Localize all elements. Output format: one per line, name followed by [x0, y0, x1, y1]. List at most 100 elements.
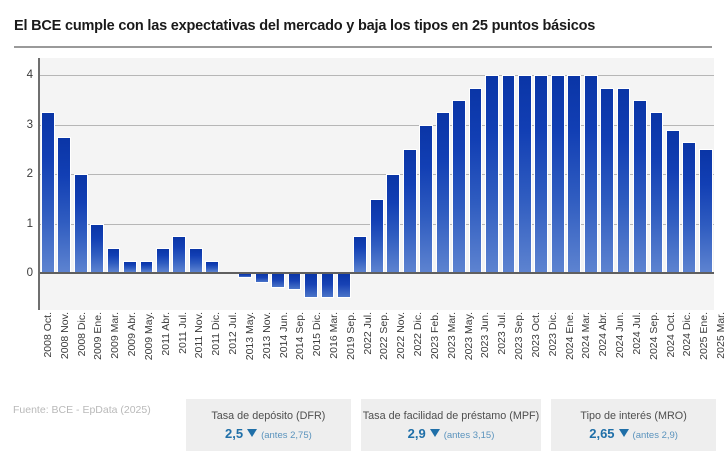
bar[interactable]: [369, 198, 384, 273]
x-axis-label-text: 2023 Mar.: [445, 312, 458, 359]
x-axis-label: 2013 May.: [241, 312, 258, 392]
rate-card-value: 2,5: [225, 425, 244, 441]
rate-card-previous: (antes 2,9): [632, 429, 678, 441]
rate-card-main-refinancing-rate: Tipo de interés (MRO) 2,65 (antes 2,9): [551, 399, 716, 451]
x-axis-label-text: 2014 Jun.: [277, 312, 290, 359]
bar[interactable]: [616, 87, 631, 273]
x-axis-label: 2019 Sep.: [342, 312, 359, 392]
x-axis-label-text: 2022 Nov.: [395, 312, 408, 360]
bar[interactable]: [40, 112, 55, 273]
x-axis-label: 2011 Nov.: [191, 312, 208, 392]
x-axis-label: 2014 Jun.: [275, 312, 292, 392]
bar[interactable]: [468, 87, 483, 273]
source-note: Fuente: BCE - EpData (2025): [13, 404, 151, 416]
bar[interactable]: [73, 174, 88, 273]
x-axis-label: 2023 Feb.: [427, 312, 444, 392]
bar[interactable]: [287, 272, 302, 291]
bar[interactable]: [155, 248, 170, 273]
x-axis-label: 2016 Mar.: [326, 312, 343, 392]
bar[interactable]: [106, 248, 121, 273]
bar[interactable]: [501, 75, 516, 273]
x-axis-labels: 2008 Oct. 2008 Nov. 2008 Dic. 2009 Ene. 2009…: [40, 312, 726, 392]
bar[interactable]: [485, 75, 499, 273]
bar[interactable]: [534, 75, 549, 273]
y-axis: 0 1 2 3 4: [12, 58, 38, 310]
x-axis-label-text: 2023 Sep.: [512, 312, 525, 360]
x-axis-label-text: 2024 Abr.: [596, 312, 609, 357]
x-axis-label: 2008 Nov.: [56, 312, 73, 392]
x-axis-label: 2011 Jul.: [174, 312, 191, 392]
bar[interactable]: [304, 272, 318, 298]
bar[interactable]: [567, 75, 582, 273]
bar[interactable]: [320, 272, 335, 298]
bar[interactable]: [666, 129, 680, 273]
arrow-down-icon: [429, 428, 440, 437]
x-axis-label-text: 2008 Nov.: [58, 312, 71, 360]
rate-card-deposit-rate: Tasa de depósito (DFR) 2,5 (antes 2,75): [186, 399, 351, 451]
title-divider: [14, 46, 712, 48]
bar[interactable]: [402, 149, 417, 273]
x-axis-label: 2024 Jul.: [628, 312, 645, 392]
x-axis-label-text: 2025 Mar.: [714, 312, 726, 359]
rate-card-title: Tasa de depósito (DFR): [211, 409, 326, 422]
bar[interactable]: [435, 112, 450, 273]
x-axis-label: 2015 Dic.: [309, 312, 326, 392]
x-axis-label-text: 2023 Jun.: [479, 312, 492, 359]
x-axis-label-text: 2025 Ene.: [697, 312, 710, 360]
arrow-down-icon: [618, 428, 629, 437]
bar[interactable]: [452, 100, 466, 273]
bar[interactable]: [90, 223, 104, 273]
x-axis-label: 2024 Mar.: [578, 312, 595, 392]
bar[interactable]: [271, 272, 285, 288]
x-axis-label: 2025 Mar.: [713, 312, 726, 392]
x-axis-label: 2024 Abr.: [595, 312, 612, 392]
x-axis-label: 2014 Sep.: [292, 312, 309, 392]
x-axis-label-text: 2009 Mar.: [108, 312, 121, 359]
x-axis-label: 2009 Abr.: [124, 312, 141, 392]
bar[interactable]: [172, 235, 187, 273]
x-axis-label-text: 2024 Ene.: [563, 312, 576, 360]
x-axis-label-text: 2024 Jun.: [613, 312, 626, 359]
bar[interactable]: [353, 235, 368, 273]
x-axis-label: 2024 Jun.: [612, 312, 629, 392]
rate-card-value: 2,9: [407, 425, 426, 441]
bar[interactable]: [682, 142, 697, 273]
x-axis-label-text: 2016 Mar.: [327, 312, 340, 359]
bar[interactable]: [550, 75, 565, 273]
chart-plot-area: 0 1 2 3 4: [12, 58, 714, 310]
x-axis-label-text: 2022 Jul.: [361, 312, 374, 355]
bar[interactable]: [419, 124, 434, 273]
x-axis-label: 2013 Nov.: [258, 312, 275, 392]
rate-card-row: 2,9 (antes 3,15): [408, 426, 495, 441]
x-axis-label-text: 2024 Sep.: [647, 312, 660, 360]
bar[interactable]: [649, 112, 664, 273]
x-axis-label-text: 2008 Dic.: [75, 312, 88, 357]
x-axis-label: 2009 May.: [140, 312, 157, 392]
bar[interactable]: [188, 248, 203, 273]
bar[interactable]: [386, 174, 401, 273]
bar[interactable]: [633, 100, 647, 273]
bar-series: [40, 58, 715, 310]
bar[interactable]: [517, 75, 532, 273]
plot-canvas: [39, 58, 715, 310]
x-axis-label-text: 2011 Abr.: [159, 312, 172, 356]
bar[interactable]: [254, 272, 269, 283]
x-axis-label: 2023 Mar.: [443, 312, 460, 392]
page-title-wrap: El BCE cumple con las expectativas del m…: [0, 18, 726, 34]
bar[interactable]: [583, 75, 598, 273]
page-title: El BCE cumple con las expectativas del m…: [14, 18, 596, 34]
x-axis-label-text: 2023 Jul.: [496, 312, 509, 355]
rate-card-row: 2,65 (antes 2,9): [589, 426, 678, 441]
rate-card-row: 2,5 (antes 2,75): [225, 426, 312, 441]
bar[interactable]: [57, 137, 72, 273]
zero-line: [39, 271, 714, 274]
x-axis-label: 2024 Oct.: [662, 312, 679, 392]
x-axis-label-text: 2023 Oct.: [529, 312, 542, 358]
gridline: [39, 174, 714, 176]
bar[interactable]: [600, 87, 615, 273]
x-axis-label: 2008 Oct.: [40, 312, 57, 392]
bar[interactable]: [336, 272, 351, 298]
bar[interactable]: [698, 149, 713, 273]
x-axis-label: 2022 Sep.: [376, 312, 393, 392]
x-axis-label-text: 2008 Oct.: [41, 312, 54, 358]
